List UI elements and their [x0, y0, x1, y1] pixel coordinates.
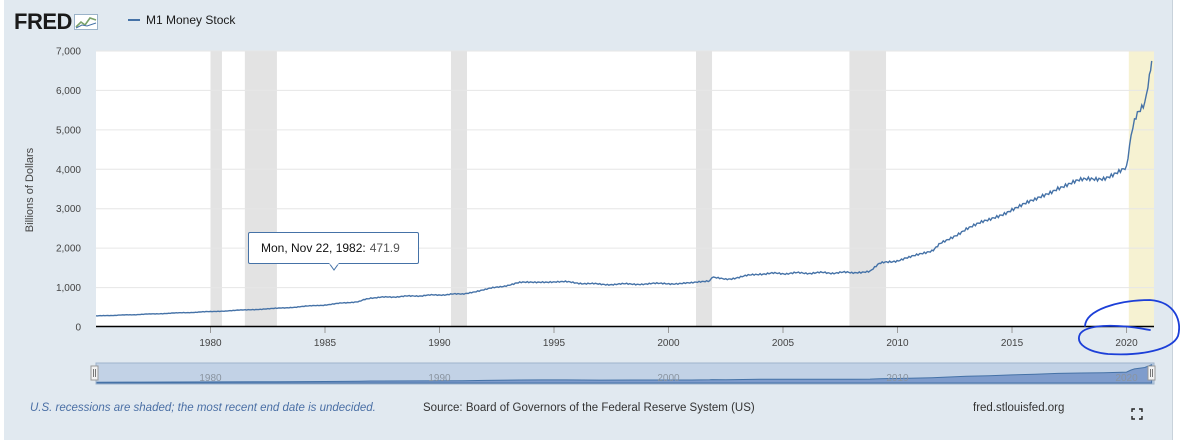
series-layer — [95, 60, 1153, 317]
x-tick-label: 2005 — [772, 338, 795, 349]
source-text: Source: Board of Governors of the Federa… — [423, 402, 755, 414]
chart-legend: M1 Money Stock — [128, 13, 235, 27]
hand-drawn-circle — [1078, 299, 1180, 356]
x-tick-label: 2000 — [657, 338, 680, 349]
recession-band — [695, 51, 713, 327]
recession-band — [244, 51, 277, 327]
legend-swatch — [128, 19, 140, 21]
x-tick-label: 1990 — [428, 338, 451, 349]
navigator-area — [95, 363, 1153, 384]
navigator-labels: 1980 1990 2000 2010 2020 — [199, 373, 1138, 384]
chart-trend-icon — [73, 14, 98, 30]
recession-note: U.S. recessions are shaded; the most rec… — [30, 402, 376, 414]
x-axis-ticks: 1980 1985 1990 1995 2000 2005 2010 2015 2020 — [199, 327, 1138, 349]
legend-label: M1 Money Stock — [146, 13, 236, 27]
series-line[interactable] — [95, 60, 1153, 317]
recession-shading — [210, 51, 1154, 327]
x-tick-label: 2020 — [1115, 338, 1138, 349]
navigator-handle-right[interactable] — [1147, 365, 1156, 381]
site-link[interactable]: fred.stlouisfed.org — [973, 402, 1065, 414]
y-tick-label: 3,000 — [56, 204, 81, 215]
recession-band — [849, 51, 887, 327]
y-axis-ticks: 0 1,000 2,000 3,000 4,000 5,000 6,000 7,000 — [56, 47, 81, 334]
navigator-series — [95, 363, 1153, 384]
tooltip-value: 471.9 — [369, 241, 400, 255]
tooltip-date: Mon, Nov 22, 1982: — [261, 241, 366, 255]
navigator-label: 2000 — [657, 373, 680, 384]
navigator-label: 2020 — [1115, 373, 1138, 384]
y-tick-label: 5,000 — [56, 125, 81, 136]
y-tick-label: 2,000 — [56, 244, 81, 255]
data-tooltip: Mon, Nov 22, 1982: 471.9 — [248, 232, 419, 271]
recession-band — [210, 51, 222, 327]
navigator-label: 2010 — [886, 373, 909, 384]
fullscreen-icon[interactable] — [1131, 408, 1143, 420]
y-tick-label: 6,000 — [56, 86, 81, 97]
logo-text: FRED — [14, 9, 72, 34]
x-tick-label: 2015 — [1001, 338, 1024, 349]
y-tick-label: 4,000 — [56, 165, 81, 176]
navigator-label: 1980 — [199, 373, 222, 384]
navigator-handle-left[interactable] — [90, 365, 99, 381]
y-tick-label: 7,000 — [56, 47, 81, 58]
tooltip-pointer — [329, 263, 339, 271]
x-tick-label: 1985 — [314, 338, 337, 349]
recession-band — [1128, 51, 1154, 327]
y-tick-label: 0 — [75, 323, 81, 334]
navigator-label: 1990 — [428, 373, 451, 384]
fred-logo[interactable]: FRED — [14, 8, 98, 36]
x-tick-label: 2010 — [886, 338, 909, 349]
x-tick-label: 1995 — [543, 338, 566, 349]
x-tick-label: 1980 — [199, 338, 222, 349]
y-tick-label: 1,000 — [56, 283, 81, 294]
recession-band — [450, 51, 467, 327]
y-axis-title: Billions of Dollars — [24, 147, 36, 232]
